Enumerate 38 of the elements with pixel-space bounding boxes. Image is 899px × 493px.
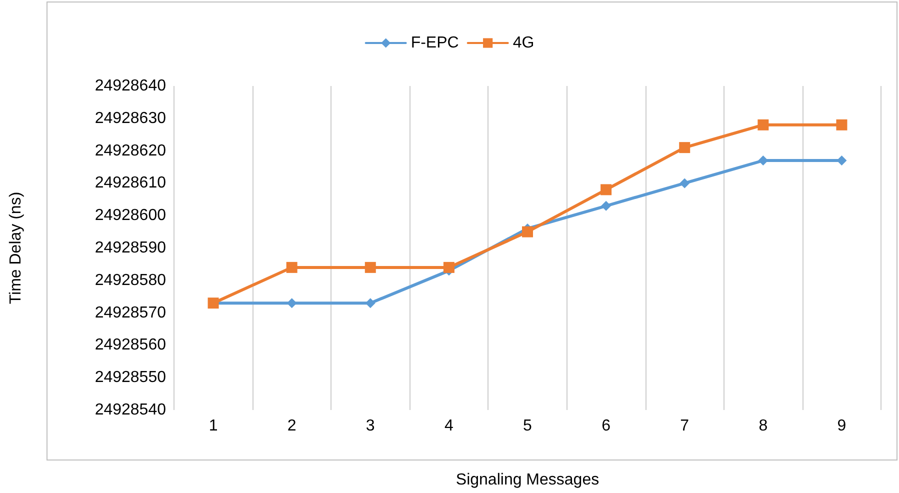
point (364, 262, 376, 273)
legend-label: 4G (512, 34, 534, 52)
point (365, 298, 376, 308)
y-axis-title: Time Delay (ns) (8, 192, 24, 304)
y-tick-label: 24928560 (94, 336, 166, 354)
y-tick-label: 24928620 (94, 142, 166, 160)
x-axis-title: Signaling Messages (456, 472, 600, 488)
y-tick-label: 24928640 (94, 78, 166, 94)
x-tick-label: 6 (602, 418, 611, 434)
point (680, 178, 690, 188)
x-tick-label: 8 (758, 418, 768, 434)
y-tick-label: 24928550 (94, 369, 166, 386)
x-tick-label: 5 (523, 418, 532, 434)
x-tick-label: 4 (444, 418, 454, 434)
y-tick-label: 24928570 (94, 304, 166, 322)
point (758, 156, 768, 166)
point (286, 262, 298, 273)
x-tick-label: 2 (287, 418, 296, 434)
x-tick-label: 9 (837, 418, 846, 434)
y-tick-label: 24928630 (94, 110, 166, 127)
x-tick-label: 1 (208, 418, 218, 434)
x-tick-label: 3 (366, 418, 375, 434)
point (836, 156, 847, 166)
y-tick-label: 24928580 (94, 272, 166, 289)
point (836, 119, 848, 130)
y-tick-label: 24928540 (94, 402, 166, 418)
point (286, 298, 297, 308)
y-tick-label: 24928610 (94, 174, 166, 192)
point (443, 262, 454, 273)
point (600, 184, 612, 196)
legend-label: F-EPC (410, 34, 459, 52)
y-tick-label: 24928590 (94, 240, 166, 256)
point (758, 119, 769, 130)
point (679, 142, 690, 154)
y-tick-label: 24928600 (94, 207, 166, 224)
point (601, 200, 612, 211)
x-tick-label: 7 (680, 418, 690, 434)
point (522, 226, 533, 238)
